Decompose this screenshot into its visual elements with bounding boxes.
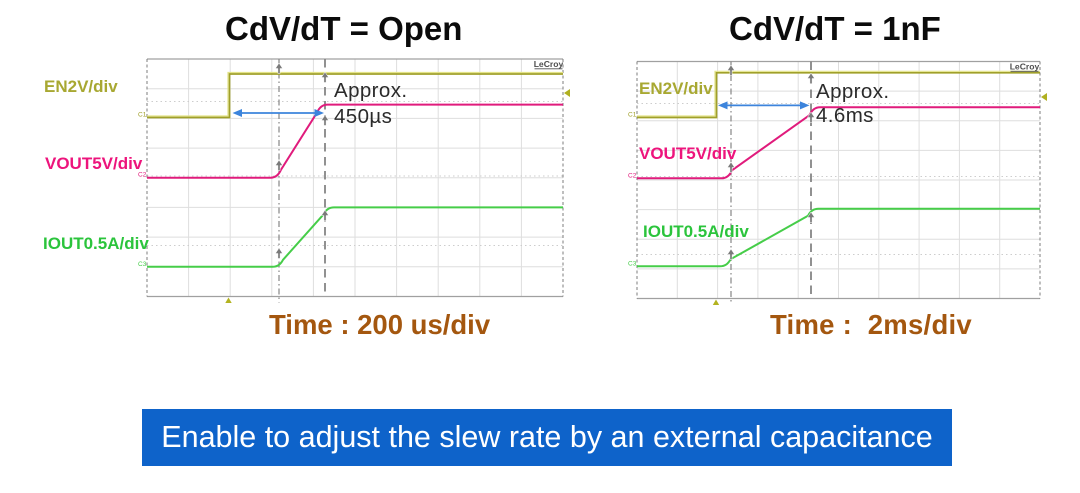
svg-text:C2: C2: [628, 172, 637, 179]
svg-text:C3: C3: [628, 260, 637, 267]
svg-text:C3: C3: [138, 261, 147, 268]
svg-text:LeCroy: LeCroy: [1010, 62, 1040, 72]
svg-text:C1: C1: [138, 112, 147, 119]
svg-text:C1: C1: [628, 112, 637, 119]
svg-text:C2: C2: [138, 172, 147, 179]
svg-text:LeCroy: LeCroy: [534, 59, 564, 69]
